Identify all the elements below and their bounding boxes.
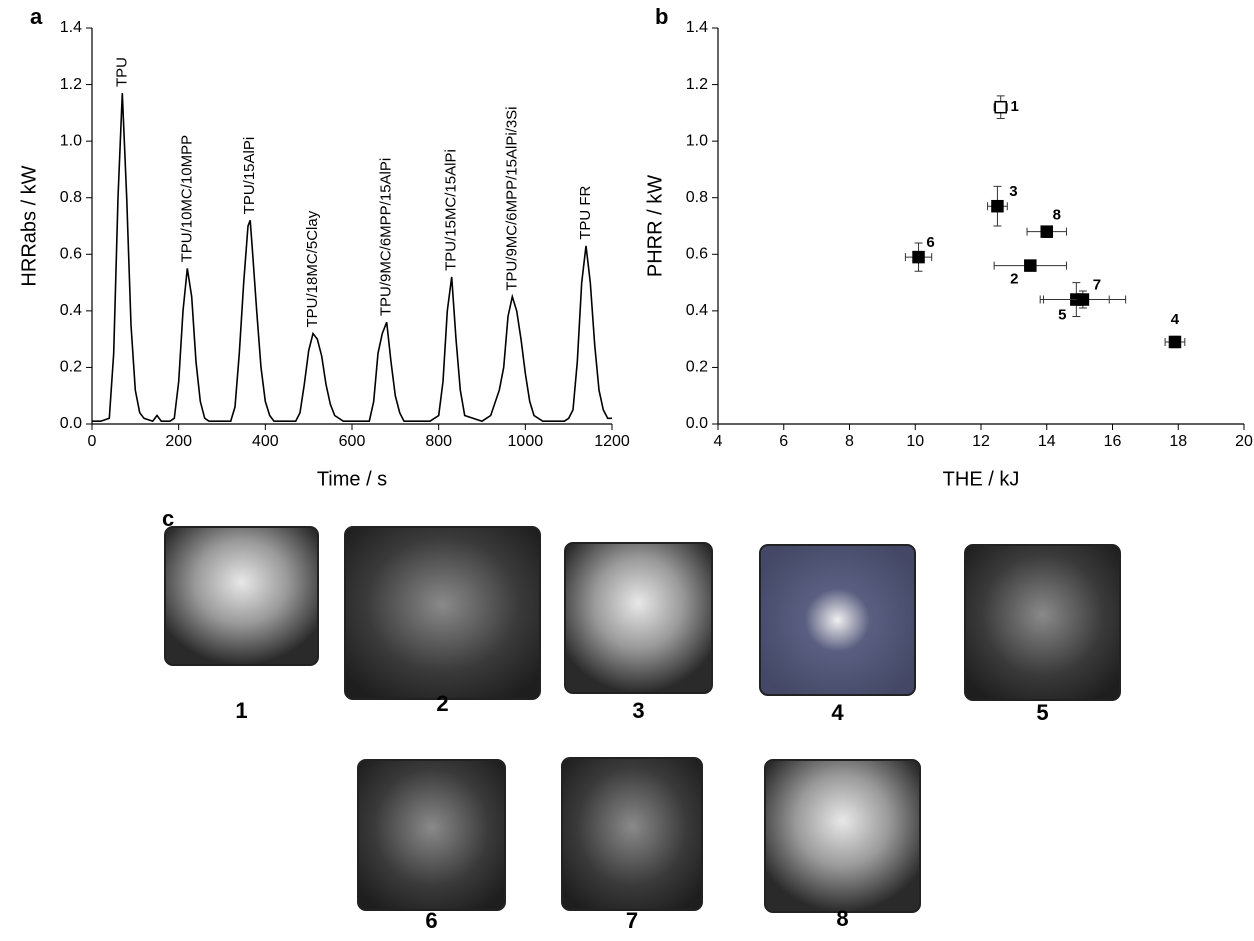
point-label: 8 <box>1053 207 1061 224</box>
photo-label: 1 <box>235 698 247 723</box>
char-photo <box>765 760 920 912</box>
peak-annotation: TPU/18MC/5Clay <box>304 210 321 327</box>
y-tick-label: 0.6 <box>60 246 82 263</box>
photo-label: 8 <box>836 906 848 931</box>
point-label: 1 <box>1011 98 1019 115</box>
peak-annotation: TPU/15MC/15AlPi <box>443 149 460 271</box>
x-tick-label: 18 <box>1169 433 1187 450</box>
x-tick-label: 14 <box>1038 433 1056 450</box>
scatter-point <box>992 201 1003 212</box>
scatter-point <box>1077 294 1088 305</box>
x-tick-label: 200 <box>165 433 192 450</box>
y-tick-label: 1.4 <box>686 19 708 36</box>
y-axis-title: HRRabs / kW <box>18 165 40 286</box>
x-tick-label: 1200 <box>594 433 630 450</box>
char-photo <box>760 545 915 695</box>
y-axis-title: PHRR / kW <box>644 175 666 277</box>
point-label: 5 <box>1058 307 1066 324</box>
panel-label: a <box>30 4 43 29</box>
point-label: 3 <box>1009 183 1017 200</box>
x-tick-label: 6 <box>779 433 788 450</box>
photo-label: 4 <box>831 700 844 725</box>
char-photo <box>345 527 540 699</box>
y-tick-label: 1.2 <box>686 76 708 93</box>
peak-annotation: TPU FR <box>577 185 594 239</box>
scatter-point <box>913 252 924 263</box>
x-tick-label: 0 <box>88 433 97 450</box>
photo-label: 3 <box>632 698 644 723</box>
x-axis-title: Time / s <box>317 468 387 490</box>
char-photo <box>565 543 712 693</box>
point-label: 6 <box>926 234 934 251</box>
y-tick-label: 0.8 <box>686 189 708 206</box>
x-tick-label: 400 <box>252 433 279 450</box>
point-label: 2 <box>1010 271 1018 288</box>
char-photo <box>358 760 505 910</box>
data-line <box>92 93 612 421</box>
y-tick-label: 0.4 <box>686 302 708 319</box>
y-tick-label: 1.0 <box>60 132 82 149</box>
x-tick-label: 10 <box>906 433 924 450</box>
photo-label: 5 <box>1036 700 1048 725</box>
x-tick-label: 20 <box>1235 433 1253 450</box>
panel-label: b <box>655 4 668 29</box>
char-photo <box>965 545 1120 700</box>
x-tick-label: 16 <box>1104 433 1122 450</box>
photo-label: 7 <box>626 908 638 933</box>
photo-label: 6 <box>425 908 437 933</box>
peak-annotation: TPU/9MC/6MPP/15AlPi/3Si <box>503 106 520 290</box>
char-photo <box>165 527 318 665</box>
x-tick-label: 8 <box>845 433 854 450</box>
photo-label: 2 <box>436 691 448 716</box>
peak-annotation: TPU/9MC/6MPP/15AlPi <box>378 158 395 316</box>
y-tick-label: 0.6 <box>686 246 708 263</box>
x-tick-label: 4 <box>714 433 723 450</box>
y-tick-label: 0.0 <box>60 415 82 432</box>
y-tick-label: 1.0 <box>686 132 708 149</box>
x-tick-label: 12 <box>972 433 990 450</box>
y-tick-label: 0.2 <box>60 359 82 376</box>
y-tick-label: 0.8 <box>60 189 82 206</box>
y-tick-label: 1.4 <box>60 19 82 36</box>
peak-annotation: TPU/15AlPi <box>241 137 258 215</box>
y-tick-label: 0.4 <box>60 302 82 319</box>
y-tick-label: 0.2 <box>686 359 708 376</box>
x-tick-label: 600 <box>339 433 366 450</box>
x-axis-title: THE / kJ <box>943 468 1020 490</box>
char-photo <box>562 758 702 910</box>
scatter-point <box>1169 336 1180 347</box>
scatter-point <box>1041 226 1052 237</box>
scatter-point <box>1025 260 1036 271</box>
scatter-point <box>995 102 1006 113</box>
figure: a b c 0200400600800100012000.00.20.40.60… <box>0 0 1254 936</box>
peak-annotation: TPU <box>113 57 130 87</box>
point-label: 4 <box>1171 311 1180 328</box>
x-tick-label: 800 <box>425 433 452 450</box>
y-tick-label: 1.2 <box>60 76 82 93</box>
point-label: 7 <box>1093 277 1101 294</box>
y-tick-label: 0.0 <box>686 415 708 432</box>
x-tick-label: 1000 <box>508 433 544 450</box>
peak-annotation: TPU/10MC/10MPP <box>178 135 195 263</box>
